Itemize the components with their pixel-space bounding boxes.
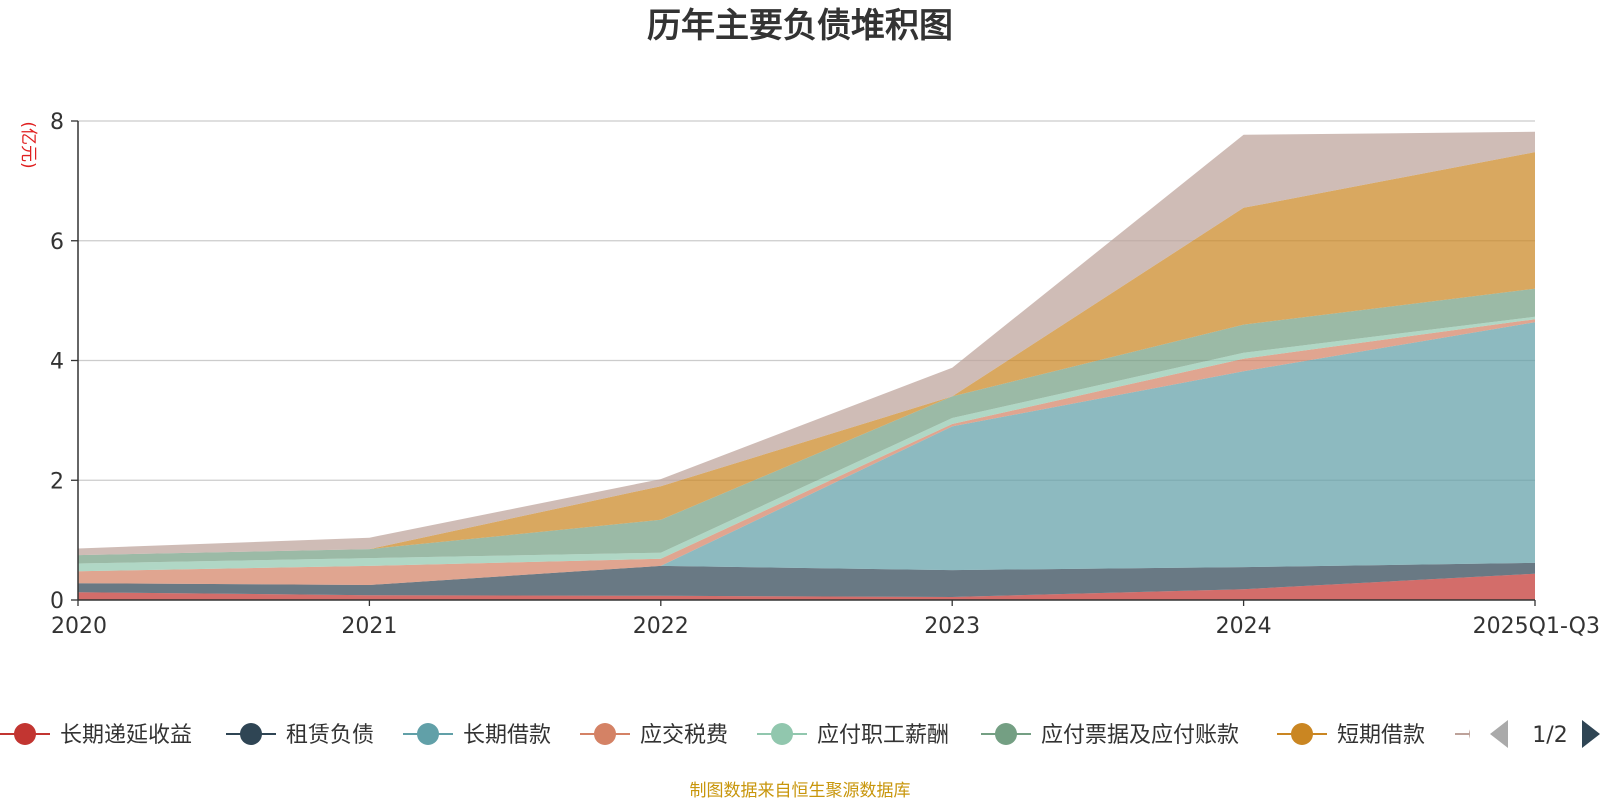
legend-item-4[interactable]: 应付职工薪酬 [757, 723, 949, 748]
y-tick-label: 4 [50, 350, 64, 375]
x-tick-label: 2023 [924, 614, 980, 639]
legend-item-5[interactable]: 应付票据及应付账款 [981, 723, 1239, 748]
legend-marker-icon [995, 723, 1017, 745]
legend-label: 长期递延收益 [60, 723, 192, 748]
legend-label: 应交税费 [640, 723, 728, 748]
y-tick-label: 0 [50, 589, 64, 614]
x-tick-label: 2022 [633, 614, 689, 639]
y-axis-unit-label: (亿元) [18, 121, 38, 168]
legend-item-1[interactable]: 租赁负债 [226, 723, 374, 748]
legend-marker-icon [594, 723, 616, 745]
x-tick-label: 2021 [341, 614, 397, 639]
legend-marker-icon [14, 723, 36, 745]
legend-label: 应付票据及应付账款 [1041, 723, 1239, 748]
area-series-6 [78, 152, 1535, 556]
area-series-0 [78, 573, 1535, 600]
legend-item-2[interactable]: 长期借款 [403, 723, 551, 748]
area-series-2 [78, 322, 1535, 585]
legend-marker-icon [771, 723, 793, 745]
legend-item-6[interactable]: 短期借款 [1277, 723, 1425, 748]
legend-marker-icon [417, 723, 439, 745]
legend-label: 短期借款 [1337, 723, 1425, 748]
y-tick-label: 6 [50, 230, 64, 255]
axes: 0 2 4 6 8 2020 2021 2022 2023 2024 2025Q1-Q3 [50, 110, 1600, 639]
legend-label: 应付职工薪酬 [817, 723, 949, 748]
legend-item-0[interactable]: 长期递延收益 [0, 723, 192, 748]
area-series-3 [78, 319, 1535, 585]
area-series-1 [78, 562, 1535, 597]
legend-prev-page-icon[interactable] [1490, 720, 1508, 748]
area-series-5 [78, 288, 1535, 564]
legend-label: 租赁负债 [286, 723, 374, 748]
legend-next-page-icon[interactable] [1582, 720, 1600, 748]
legend-label: 长期借款 [463, 723, 551, 748]
x-tick-label: 2025Q1-Q3 [1473, 614, 1600, 639]
y-tick-label: 8 [50, 110, 64, 135]
area-series-group [78, 131, 1535, 600]
chart-title: 历年主要负债堆积图 [647, 6, 953, 46]
y-tick-label: 2 [50, 469, 64, 494]
legend-page-indicator: 1/2 [1532, 723, 1567, 748]
legend-marker-icon [1291, 723, 1313, 745]
legend-item-3[interactable]: 应交税费 [580, 723, 728, 748]
legend-marker-icon [240, 723, 262, 745]
data-source-note: 制图数据来自恒生聚源数据库 [690, 781, 911, 800]
x-tick-label: 2024 [1216, 614, 1272, 639]
x-tick-label: 2020 [51, 614, 107, 639]
area-series-7 [78, 131, 1535, 556]
legend: 长期递延收益 租赁负债 长期借款 应交税费 应付职工薪酬 应付票据及应付账款 短期借款 1/2 [0, 712, 1600, 758]
